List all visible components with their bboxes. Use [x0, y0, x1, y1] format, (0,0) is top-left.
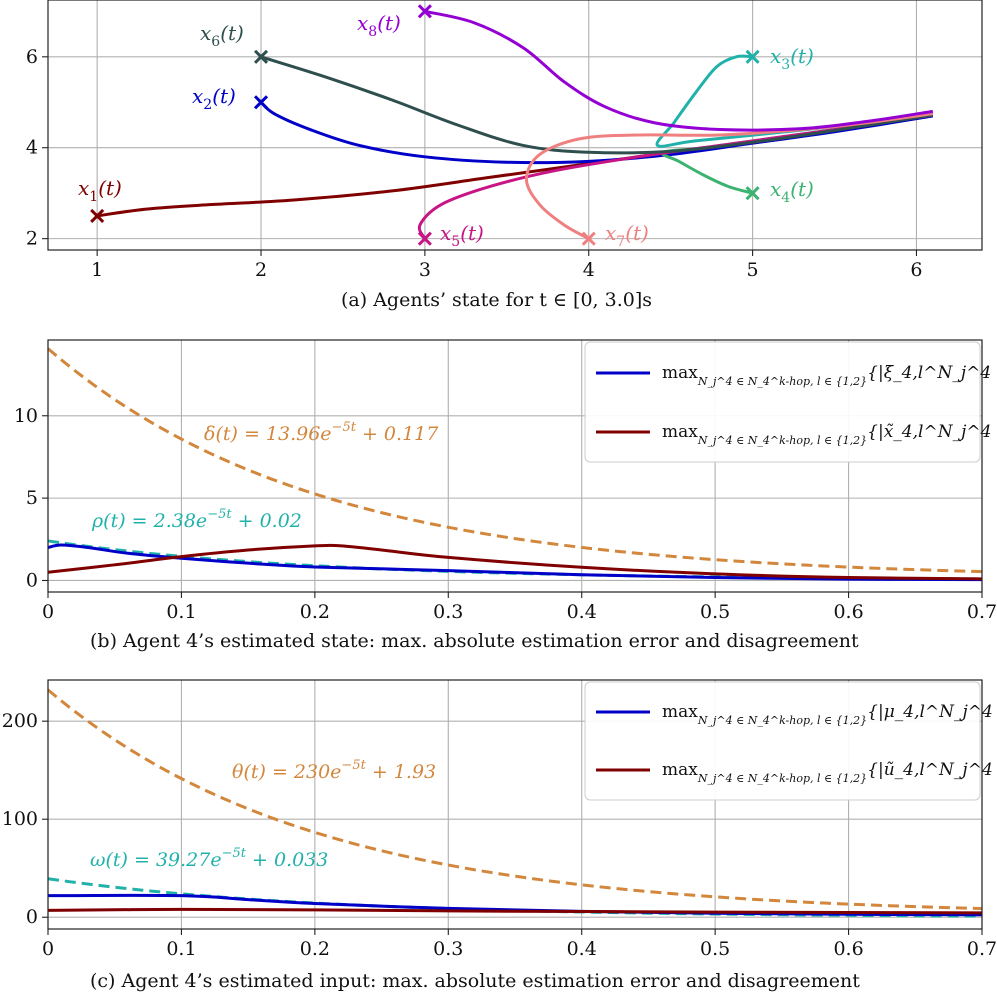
- start-marker-x5: [417, 231, 432, 246]
- tick-label-b-x-0.6: 0.6: [833, 601, 863, 623]
- series-a-6: [524, 112, 934, 240]
- series-b-0: [47, 347, 983, 574]
- tick-label-a-y-6: 6: [26, 46, 38, 68]
- tick-label-b-y-10: 10: [14, 405, 38, 427]
- legend-c-entry-disagreement: maxN_j^4 ∈ N_4^k-hop, l ∈ {1,2}{|ũ_4,l^N…: [662, 760, 997, 785]
- legend-c: maxN_j^4 ∈ N_4^k-hop, l ∈ {1,2}{|μ_4,l^N…: [584, 681, 997, 801]
- series-c-0: [47, 688, 983, 911]
- panel-b-frame: [47, 339, 983, 593]
- start-marker-x2: [253, 95, 269, 110]
- tick-label-c-y-100: 100: [2, 808, 38, 830]
- series-c-3: [47, 907, 983, 915]
- tick-label-c-x-0.7: 0.7: [967, 938, 997, 960]
- tick-label-b-x-0.5: 0.5: [700, 601, 730, 623]
- legend-b: maxN_j^4 ∈ N_4^k-hop, l ∈ {1,2}{|ξ_4,l^N…: [584, 341, 997, 463]
- start-marker-x1: [90, 208, 105, 223]
- legend-b-entry-error: maxN_j^4 ∈ N_4^k-hop, l ∈ {1,2}{|ξ_4,l^N…: [662, 363, 997, 388]
- theta-annotation: θ(t) = 230e−5t + 1.93: [232, 758, 436, 783]
- delta-annotation: δ(t) = 13.96e−5t + 0.117: [204, 420, 439, 445]
- agent-label-x2: x2(t): [192, 84, 236, 113]
- tick-label-b-x-0.2: 0.2: [300, 601, 330, 623]
- panel-c-caption: (c) Agent 4’s estimated input: max. abso…: [90, 970, 860, 992]
- tick-label-c-x-0.3: 0.3: [433, 938, 463, 960]
- tick-label-b-x-0.7: 0.7: [967, 601, 997, 623]
- tick-label-c-x-0.2: 0.2: [300, 938, 330, 960]
- panel-c-frame: [47, 679, 983, 930]
- series-b-3: [47, 543, 983, 581]
- tick-label-a-x-5: 5: [747, 259, 759, 281]
- tick-label-c-y-0: 0: [26, 906, 38, 928]
- rho-annotation: ρ(t) = 2.38e−5t + 0.02: [91, 507, 302, 532]
- agent-label-x5: x5(t): [440, 221, 484, 250]
- tick-label-b-y-5: 5: [26, 487, 38, 509]
- tick-label-b-x-0.3: 0.3: [433, 601, 463, 623]
- start-marker-x8: [417, 4, 432, 19]
- tick-label-a-y-2: 2: [26, 228, 38, 250]
- tick-label-c-y-200: 200: [2, 710, 38, 732]
- tick-label-b-x-0.1: 0.1: [166, 601, 196, 623]
- start-marker-x7: [581, 231, 596, 246]
- legend-b-box: [584, 341, 981, 463]
- series-c-2: [47, 893, 983, 917]
- tick-label-a-x-6: 6: [910, 259, 922, 281]
- agent-label-x1: x1(t): [78, 176, 122, 205]
- tick-label-a-y-4: 4: [26, 137, 38, 159]
- tick-label-b-x-0.4: 0.4: [567, 601, 597, 623]
- panel-a-caption: (a) Agents’ state for t ∈ [0, 3.0]s: [341, 289, 652, 311]
- tick-label-a-x-4: 4: [583, 259, 595, 281]
- agent-label-x7: x7(t): [605, 221, 649, 250]
- tick-label-a-x-2: 2: [255, 259, 267, 281]
- series-a-7: [424, 9, 934, 132]
- tick-label-c-x-0.5: 0.5: [700, 938, 730, 960]
- start-marker-x6: [253, 49, 269, 64]
- agent-label-x4: x4(t): [770, 177, 814, 206]
- panel-a-frame: [47, 0, 983, 251]
- tick-label-c-x-0: 0: [42, 938, 54, 960]
- start-marker-x3: [745, 49, 760, 64]
- legend-c-box: [584, 681, 981, 801]
- tick-label-c-x-0.4: 0.4: [567, 938, 597, 960]
- series-a-2: [655, 54, 934, 148]
- start-marker-x4: [745, 186, 760, 201]
- agent-label-x3: x3(t): [770, 44, 814, 73]
- series-a-5: [260, 55, 934, 155]
- panel-b: 0 0.1 0.2 0.3 0.4 0.5 0.6 0.7 0 5 10 δ(t) = 13.96e…: [14, 339, 997, 652]
- panel-b-caption: (b) Agent 4’s estimated state: max. abso…: [90, 630, 859, 652]
- panel-c: 0 0.1 0.2 0.3 0.4 0.5 0.6 0.7 0 100 200 θ(t) = 230…: [2, 679, 997, 992]
- omega-annotation: ω(t) = 39.27e−5t + 0.033: [90, 846, 328, 871]
- legend-b-entry-disagreement: maxN_j^4 ∈ N_4^k-hop, l ∈ {1,2}{|x̃_4,l^…: [662, 422, 997, 447]
- tick-label-b-y-0: 0: [26, 569, 38, 591]
- legend-c-entry-error: maxN_j^4 ∈ N_4^k-hop, l ∈ {1,2}{|μ_4,l^N…: [662, 702, 997, 727]
- agent-label-x8: x8(t): [357, 11, 401, 40]
- tick-label-c-x-0.1: 0.1: [166, 938, 196, 960]
- tick-label-a-x-3: 3: [419, 259, 431, 281]
- tick-label-c-x-0.6: 0.6: [833, 938, 863, 960]
- agent-label-x6: x6(t): [200, 21, 244, 50]
- tick-label-b-x-0: 0: [42, 601, 54, 623]
- series-b-2: [47, 543, 983, 582]
- tick-label-a-x-1: 1: [91, 259, 103, 281]
